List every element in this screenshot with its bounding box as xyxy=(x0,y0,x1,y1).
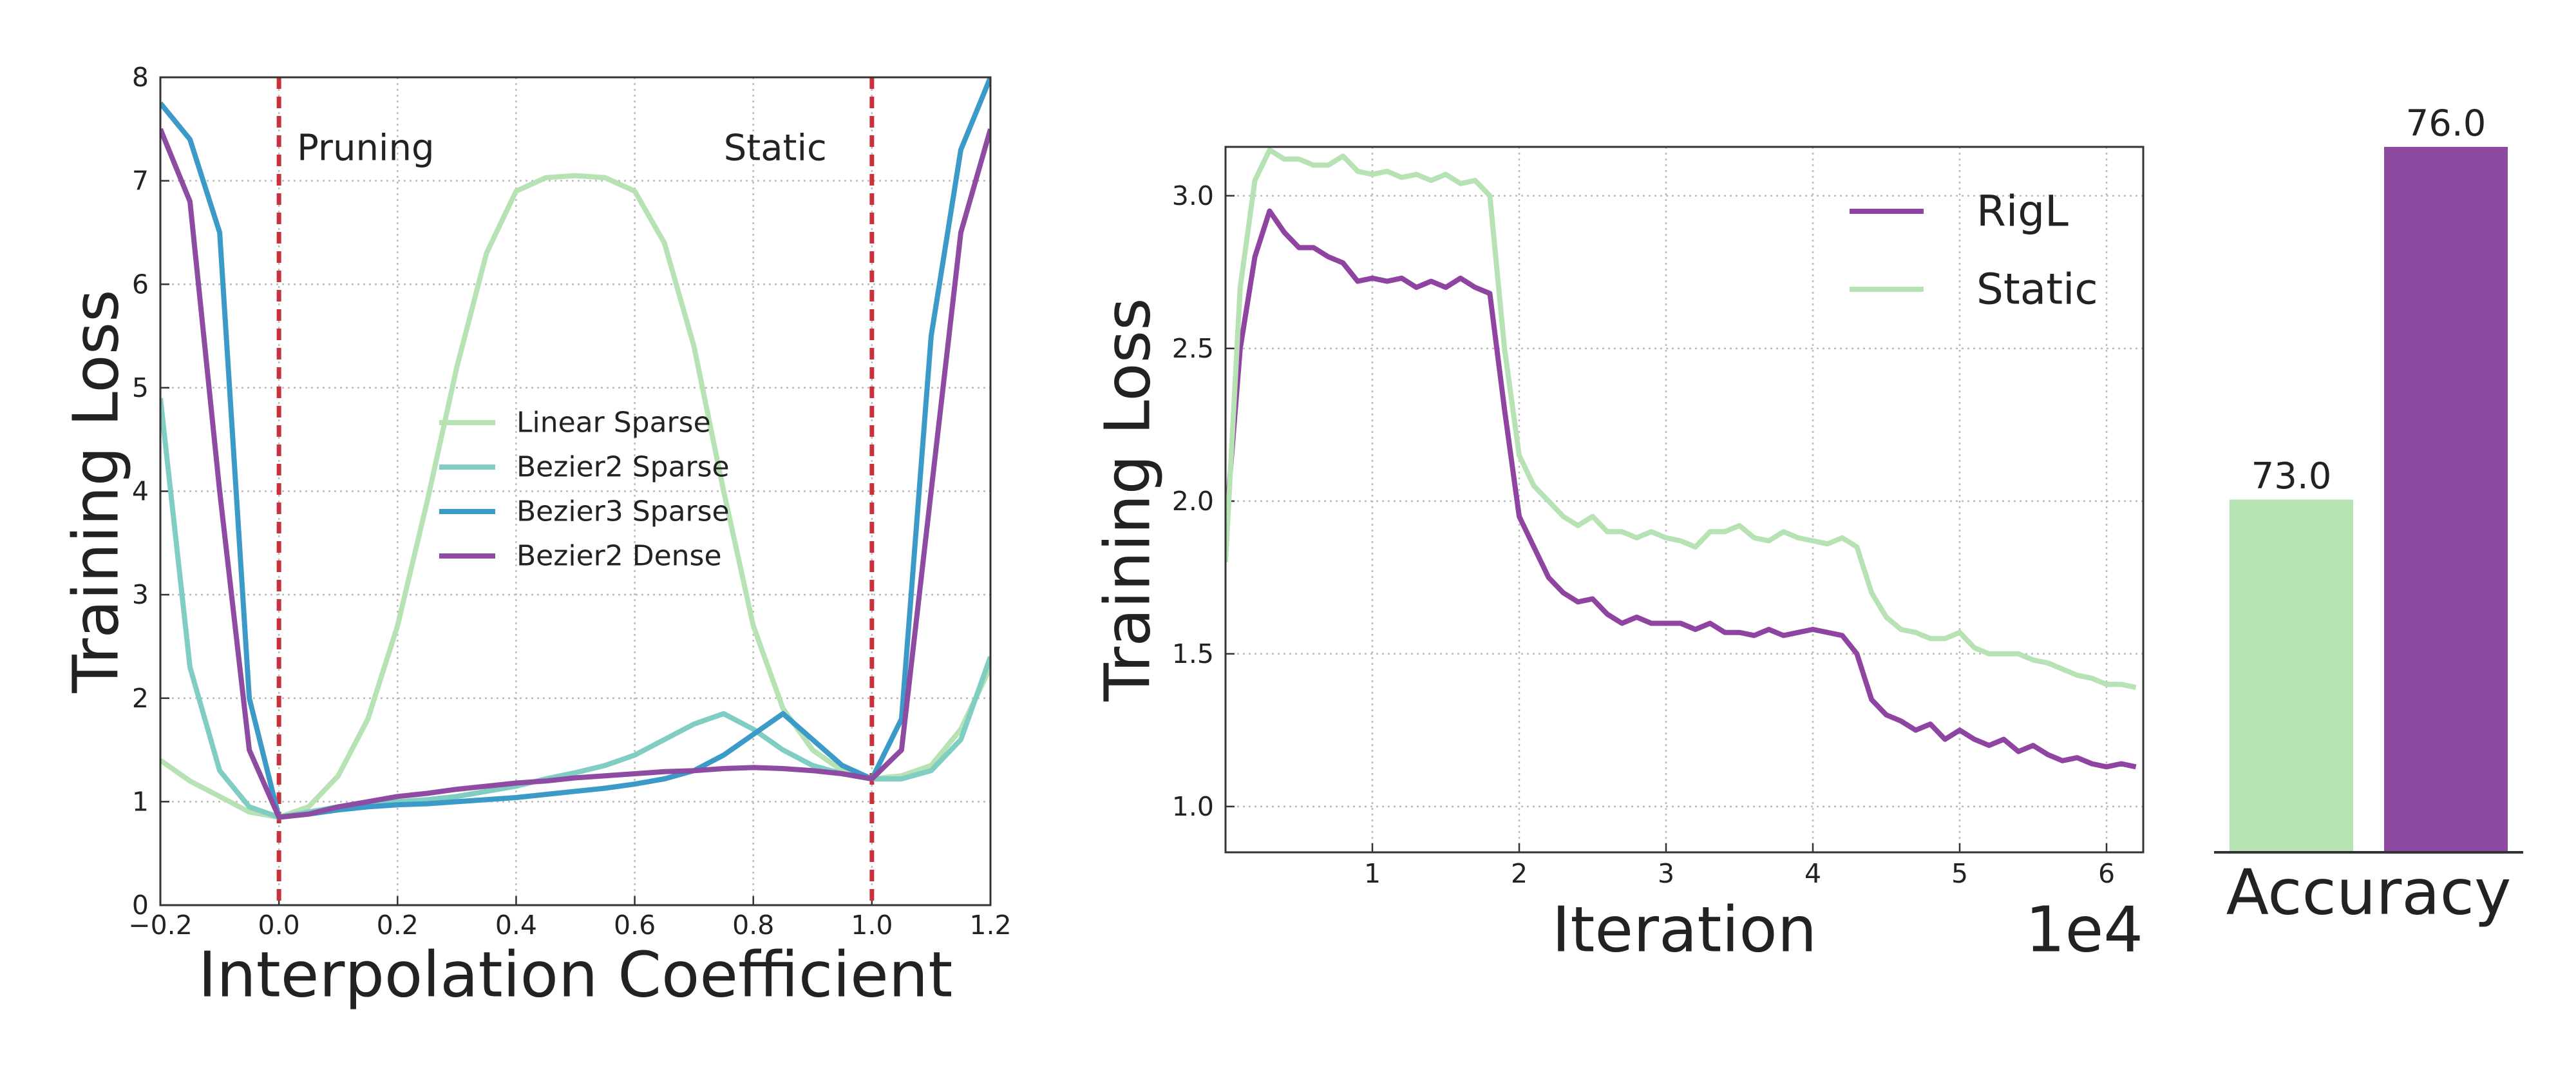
bar xyxy=(2384,147,2508,852)
legend-label: Bezier3 Sparse xyxy=(516,495,730,528)
y-tick-label: 3 xyxy=(132,579,149,610)
y-tick-label: 5 xyxy=(132,372,149,403)
x-tick-label: 2 xyxy=(1511,858,1528,889)
y-tick-label: 1.0 xyxy=(1172,791,1214,822)
line-series xyxy=(160,77,990,820)
x-tick-label: 0.0 xyxy=(258,910,300,941)
series-group xyxy=(160,77,990,820)
x-tick-label: 1 xyxy=(1364,858,1381,889)
y-tick-label: 8 xyxy=(132,62,149,93)
y-tick-label: 1 xyxy=(132,786,149,817)
x-axis-label: Interpolation Coefficient xyxy=(198,939,953,1011)
x-tick-label: 0.4 xyxy=(495,910,537,941)
legend-label: RigL xyxy=(1976,187,2069,236)
legend-label: Linear Sparse xyxy=(516,407,711,439)
y-tick-label: 1.5 xyxy=(1172,638,1214,669)
line-series xyxy=(1226,208,2137,770)
x-tick-label: 3 xyxy=(1658,858,1674,889)
x-tick-label: 0.8 xyxy=(732,910,774,941)
legend-label: Bezier2 Dense xyxy=(516,540,722,573)
legend-label: Bezier2 Sparse xyxy=(516,451,730,484)
y-tick-label: 2.5 xyxy=(1172,333,1214,364)
plot-frame xyxy=(1224,146,2145,854)
x-tick-label: −0.2 xyxy=(128,910,193,941)
x-axis-label: Iteration xyxy=(1552,894,1817,966)
line-series xyxy=(160,128,990,820)
y-axis-label: Training Loss xyxy=(60,289,133,693)
x-tick-label: 4 xyxy=(1804,858,1821,889)
line-series xyxy=(1226,147,2137,690)
value-label: 73.0 xyxy=(2251,455,2332,497)
y-tick-label: 7 xyxy=(132,166,149,196)
x-axis-label: Accuracy xyxy=(2226,856,2512,929)
annotation-text: Static xyxy=(724,128,827,169)
y-tick-label: 2.0 xyxy=(1172,486,1214,517)
plot-frame xyxy=(159,76,992,906)
y-axis-label: Training Loss xyxy=(1092,298,1164,702)
y-tick-label: 6 xyxy=(132,269,149,300)
value-label: 76.0 xyxy=(2406,103,2486,145)
x-tick-label: 0.2 xyxy=(377,910,419,941)
y-tick-label: 0 xyxy=(132,890,149,921)
legend-label: Static xyxy=(1976,265,2098,314)
y-tick-label: 2 xyxy=(132,683,149,714)
y-tick-label: 4 xyxy=(132,476,149,507)
bar xyxy=(2230,499,2353,852)
annotation-text: Pruning xyxy=(297,128,434,169)
x-tick-label: 6 xyxy=(2098,858,2115,889)
series-group xyxy=(1226,147,2137,770)
x-tick-label: 1.0 xyxy=(851,910,893,941)
x-tick-label: 0.6 xyxy=(614,910,656,941)
x-tick-label: 1.2 xyxy=(969,910,1011,941)
y-tick-label: 3.0 xyxy=(1172,180,1214,211)
x-tick-label: 5 xyxy=(1951,858,1968,889)
x-offset-text: 1e4 xyxy=(2025,894,2143,966)
